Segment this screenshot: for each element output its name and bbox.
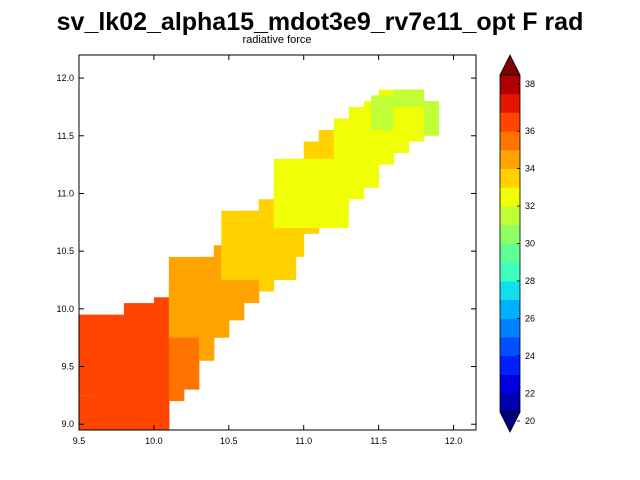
- colorbar-tick-label: 26: [525, 313, 535, 323]
- colorbar-segment-2: [500, 374, 520, 394]
- colorbar-tick-label: 36: [525, 126, 535, 136]
- y-tick-label: 9.0: [61, 419, 74, 429]
- colorbar-segment-8: [500, 262, 520, 282]
- heatmap-region-0: [79, 314, 154, 396]
- colorbar-min-arrow: [499, 411, 521, 433]
- colorbar-segment-12: [500, 187, 520, 207]
- heatmap-region-1: [168, 256, 222, 338]
- heatmap-column-0: [79, 395, 95, 430]
- colorbar-tick-label: 20: [525, 416, 535, 426]
- colorbar-tick-label: 24: [525, 351, 535, 361]
- y-tick-label: 11.0: [57, 188, 74, 198]
- colorbar-segment-1: [500, 393, 520, 413]
- y-tick-label: 9.5: [61, 362, 74, 372]
- y-tick-label: 10.0: [56, 304, 74, 314]
- heatmap-region-3: [273, 158, 349, 229]
- chart-title: sv_lk02_alpha15_mdot3e9_rv7e11_opt F rad: [56, 8, 584, 36]
- heatmap-column-5: [153, 297, 170, 430]
- plot-frame: [78, 54, 477, 431]
- colorbar-segment-9: [500, 243, 520, 263]
- heatmap-region-4: [371, 95, 394, 130]
- x-tick-label: 10.5: [220, 436, 238, 446]
- y-axis: 9.0 9.5 10.0 10.5 11.0 11.5 12.0: [56, 73, 476, 429]
- x-tick-label: 9.5: [73, 436, 86, 446]
- colorbar-tick-label: 28: [525, 276, 535, 286]
- x-tick-label: 10.0: [145, 436, 163, 446]
- x-tick-label: 11.0: [295, 436, 312, 446]
- colorbar-tick-label: 30: [525, 239, 535, 249]
- heatmap-column-18: [348, 106, 365, 200]
- colorbar-segment-16: [500, 112, 520, 132]
- colorbar-segment-10: [500, 224, 520, 244]
- chart-subtitle: radiative force: [242, 34, 311, 46]
- x-tick-label: 12.0: [445, 436, 463, 446]
- heatmap-column-23: [423, 101, 440, 136]
- heatmap-region-5: [393, 89, 424, 107]
- y-tick-label: 11.5: [57, 131, 74, 141]
- colorbar-tick-label: 32: [525, 201, 535, 211]
- colorbar: 20 22 24 26 28 30 32 34 36 38: [499, 54, 535, 433]
- colorbar-segment-6: [500, 299, 520, 319]
- colorbar-tick-label: 38: [525, 79, 535, 89]
- x-axis: 9.5 10.0 10.5 11.0 11.5 12.0: [73, 55, 463, 446]
- colorbar-segment-11: [500, 206, 520, 226]
- heatmap-cells: [79, 89, 440, 430]
- colorbar-segment-17: [500, 93, 520, 113]
- y-tick-label: 12.0: [56, 73, 74, 83]
- colorbar-segment-13: [500, 168, 520, 188]
- y-tick-label: 10.5: [56, 246, 74, 256]
- colorbar-max-arrow: [499, 54, 521, 76]
- colorbar-segment-14: [500, 149, 520, 170]
- colorbar-segment-4: [500, 337, 520, 357]
- colorbar-segment-18: [500, 75, 520, 95]
- x-tick-label: 11.5: [370, 436, 387, 446]
- colorbar-segment-5: [500, 318, 520, 338]
- colorbar-segment-3: [500, 355, 520, 375]
- colorbar-tick-label: 22: [525, 388, 535, 398]
- colorbar-segment-7: [500, 280, 520, 301]
- colorbar-segment-15: [500, 131, 520, 151]
- colorbar-tick-label: 34: [525, 164, 535, 174]
